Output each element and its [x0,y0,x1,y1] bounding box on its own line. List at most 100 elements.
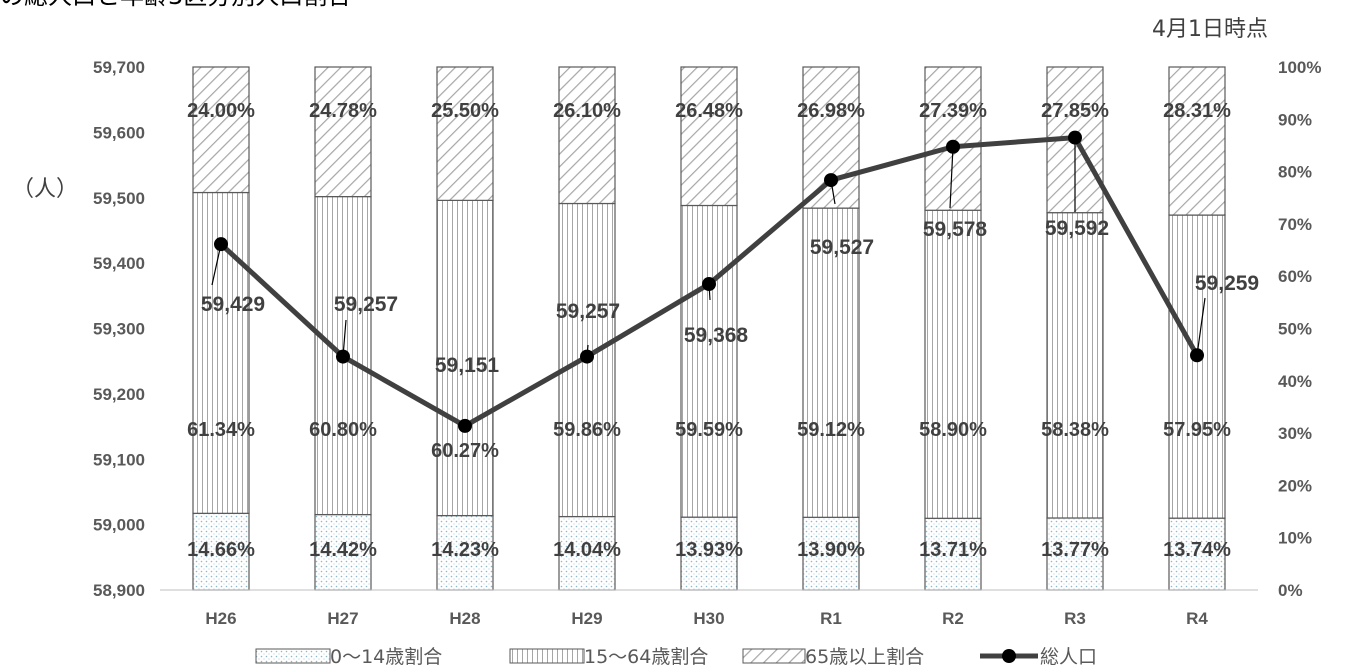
pct-label-young: 14.42% [309,539,377,561]
bar-segment-working [802,207,860,518]
pct-label-working: 60.27% [431,440,499,462]
pct-label-young: 14.04% [553,539,621,561]
pct-label-young: 14.23% [431,539,499,561]
bar-segment-elderly [680,66,738,207]
bar-segment-elderly [924,66,982,211]
bar-segment-working [436,199,494,517]
pct-label-elderly: 26.48% [675,100,743,122]
population-label: 59,429 [201,293,265,316]
bar-segment-working [680,204,738,518]
pct-label-working: 58.90% [919,419,987,441]
category-label: R3 [1064,609,1086,628]
leader-line [211,244,222,286]
legend-item-population: 総人口 [980,646,1097,668]
bar-segment-young [802,516,860,591]
right-tick-label: 0% [1278,581,1303,600]
bar-segment-working [1046,212,1104,519]
pct-label-working: 58.38% [1041,419,1109,441]
population-label: 59,368 [684,324,749,347]
population-label: 59,259 [1195,272,1259,295]
pct-label-elderly: 27.85% [1041,100,1109,122]
category-label: R2 [942,609,964,628]
population-label: 59,592 [1045,217,1109,240]
legend-item-young: 0～14歳割合 [255,646,442,668]
time-note: 4月1日時点 [1152,17,1268,42]
leader-line [949,146,954,209]
bar-segment-working [1168,214,1226,519]
category-label: H29 [571,609,602,628]
category-axis: H26 H27 H28 H29 H30 R1 R2 R3 R4 [205,609,1208,628]
left-tick-label: 59,200 [93,385,145,404]
pct-label-working: 61.34% [187,419,255,441]
pct-label-elderly: 28.31% [1163,100,1231,122]
bar-segment-working [924,209,982,519]
leader-line [708,284,711,301]
bar-segment-young [558,515,616,591]
pct-label-young: 13.93% [675,539,743,561]
bar-segment-elderly [558,66,616,205]
right-tick-label: 50% [1278,320,1312,339]
pct-label-young: 13.71% [919,539,987,561]
pct-label-young: 13.74% [1163,539,1231,561]
category-label: H26 [205,609,236,628]
left-axis: 58,900 59,000 59,100 59,200 59,300 59,400 59,5… [93,58,145,600]
pct-label-working: 59.86% [553,419,621,441]
right-tick-label: 10% [1278,529,1312,548]
population-labels: 59,429 59,257 59,151 59,257 59,368 59,527 59,5… [201,137,1259,377]
leader-line [586,344,589,357]
right-tick-label: 70% [1278,215,1312,234]
right-tick-label: 80% [1278,163,1312,182]
pct-label-working: 60.80% [309,419,377,441]
left-tick-label: 59,700 [93,58,145,77]
leader-line [1196,297,1206,356]
category-label: H28 [449,609,480,628]
category-label: H27 [327,609,358,628]
bar-segment-elderly [1168,66,1226,216]
legend-item-working: 15～64歳割合 [509,646,708,668]
legend-swatch-elderly [742,648,806,664]
population-label: 59,578 [923,218,988,241]
legend-marker-population [1002,649,1016,663]
left-tick-label: 59,100 [93,450,145,469]
pct-label-working: 59.59% [675,419,743,441]
pct-label-young: 13.77% [1041,539,1109,561]
population-label: 59,527 [810,236,874,259]
bar-segment-young [192,512,250,591]
left-axis-unit: （人） [12,177,78,202]
legend-swatch-working [509,648,585,664]
bar-segment-elderly [192,66,250,194]
legend-label-elderly: 65歳以上割合 [805,646,924,668]
leader-line [342,319,347,357]
right-tick-label: 20% [1278,476,1312,495]
legend-label-working: 15～64歳割合 [584,646,708,668]
legend: 0～14歳割合 15～64歳割合 65歳以上割合 総人口 [255,646,1097,668]
left-tick-label: 59,600 [93,123,145,142]
left-tick-label: 59,500 [93,189,145,208]
bar-segment-young [1168,517,1226,591]
pct-label-elderly: 25.50% [431,100,499,122]
percentage-labels: 14.66% 14.42% 14.23% 14.04% 13.93% 13.90% 13.7… [187,100,1231,561]
pct-label-elderly: 27.39% [919,100,987,122]
pct-label-elderly: 24.78% [309,100,377,122]
right-tick-label: 100% [1278,58,1321,77]
population-marker [458,418,472,433]
right-tick-label: 60% [1278,267,1312,286]
legend-label-population: 総人口 [1040,646,1097,668]
category-label: R4 [1186,609,1208,628]
pct-label-working: 59.12% [797,419,865,441]
bar-segment-elderly [436,66,494,201]
population-label: 59,257 [556,300,620,323]
right-tick-label: 40% [1278,372,1312,391]
pct-label-young: 14.66% [187,539,255,561]
left-tick-label: 59,400 [93,254,145,273]
pct-label-elderly: 24.00% [187,100,255,122]
bar-segment-elderly [314,66,372,198]
chart-title: の総人口と年齢3区分別人口割合 [0,0,351,10]
pct-label-elderly: 26.10% [553,100,621,122]
pct-label-working: 57.95% [1163,419,1231,441]
pct-label-young: 13.90% [797,539,865,561]
legend-item-elderly: 65歳以上割合 [742,646,924,668]
right-tick-label: 90% [1278,110,1312,129]
right-axis: 0% 10% 20% 30% 40% 50% 60% 70% 80% 90% 100% [1278,58,1321,600]
